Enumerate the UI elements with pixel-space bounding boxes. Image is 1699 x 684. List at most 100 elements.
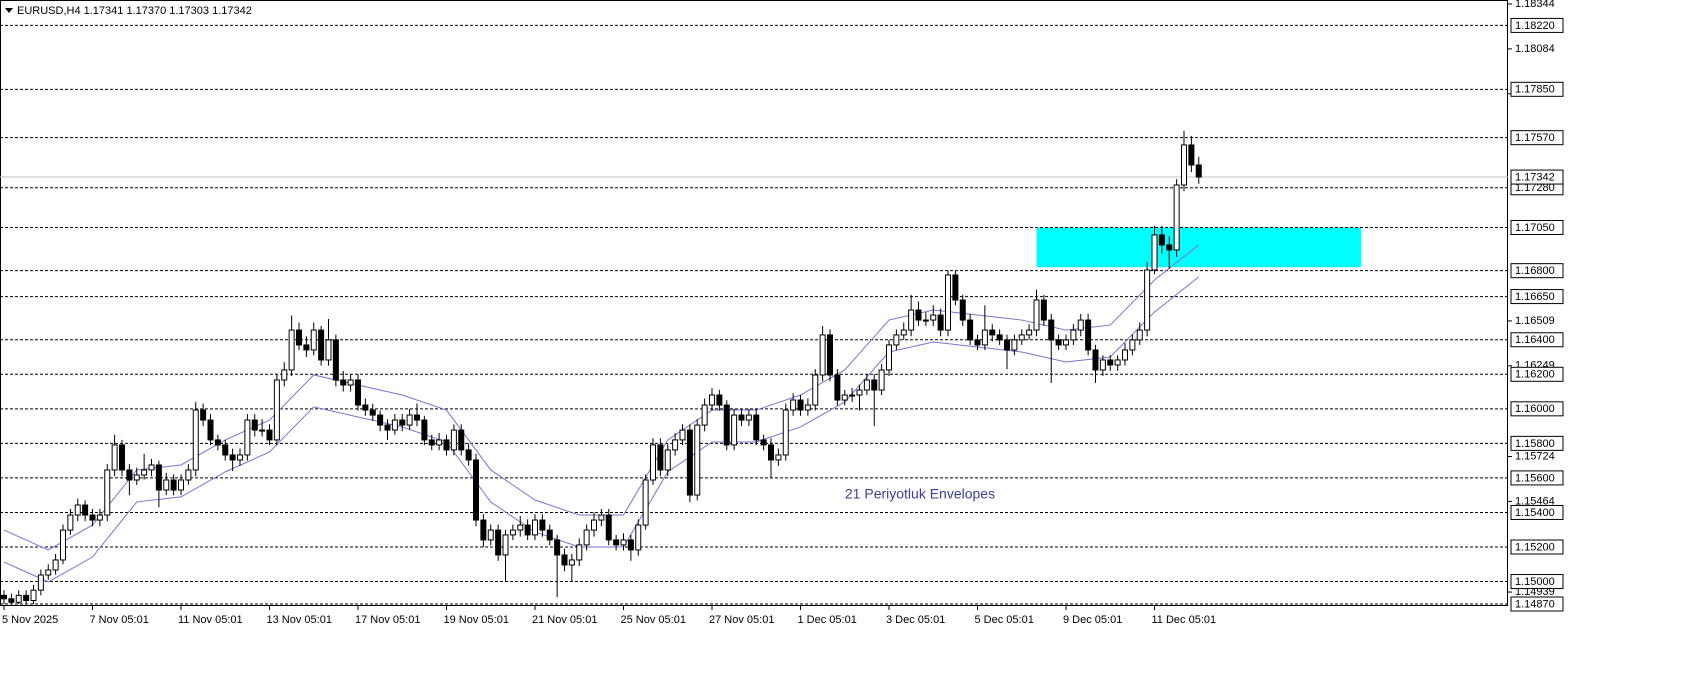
level-box — [1510, 332, 1564, 348]
candle-body — [399, 419, 406, 426]
candle-body — [347, 379, 354, 386]
candle-body — [775, 454, 782, 461]
candle-body — [1158, 234, 1165, 246]
candle-body — [694, 424, 701, 496]
x-tick-label: 1 Dec 05:01 — [798, 614, 857, 626]
candle-body — [436, 439, 443, 446]
candle-body — [561, 554, 568, 566]
y-tick-label: 1.18344 — [1515, 0, 1555, 10]
level-label: 1.15400 — [1515, 507, 1555, 519]
candle-body — [52, 559, 59, 571]
candle-body — [1136, 329, 1143, 341]
candle-body — [745, 414, 752, 421]
level-box — [1510, 81, 1564, 97]
level-box — [1510, 596, 1564, 612]
level-label: 1.16000 — [1515, 403, 1555, 415]
candle-body — [1063, 339, 1069, 346]
candle-body — [827, 334, 833, 376]
level-box — [1510, 470, 1564, 486]
level-box — [1510, 366, 1564, 382]
candle-body — [989, 329, 996, 336]
candle-body — [406, 414, 413, 426]
level-label: 1.16650 — [1515, 291, 1555, 303]
candle-body — [583, 529, 590, 546]
candle-body — [797, 399, 804, 411]
candle-body — [45, 569, 52, 576]
candle-body — [200, 409, 207, 421]
level-label: 1.17050 — [1515, 222, 1555, 234]
level-label: 1.18220 — [1515, 20, 1555, 32]
candle-body — [1151, 234, 1158, 271]
candle-body — [996, 334, 1003, 341]
level-box — [1510, 263, 1564, 279]
candle-body — [1077, 319, 1084, 331]
candle-body — [458, 429, 465, 451]
candle-body — [480, 519, 487, 541]
y-tick-label: 1.15724 — [1515, 450, 1555, 462]
zone — [1036, 227, 1361, 268]
candle-body — [878, 369, 885, 391]
candle-body — [325, 339, 332, 361]
level-label: 1.17850 — [1515, 84, 1555, 96]
current-price-label: 1.17342 — [1515, 171, 1555, 183]
candle-body — [760, 439, 767, 446]
x-tick-label: 13 Nov 05:01 — [267, 614, 332, 626]
candle-body — [679, 429, 686, 441]
candle-body — [981, 329, 988, 346]
x-tick-label: 9 Dec 05:01 — [1063, 614, 1122, 626]
y-tick-label: 1.16509 — [1515, 315, 1555, 327]
candle-body — [155, 464, 162, 491]
candle-body — [886, 344, 892, 371]
level-box — [1510, 504, 1564, 520]
candle-body — [1166, 244, 1173, 251]
candle-body — [421, 419, 428, 441]
candle-body — [229, 454, 236, 461]
candle-body — [709, 394, 715, 406]
candle-body — [841, 394, 848, 401]
x-tick-label: 27 Nov 05:01 — [709, 614, 774, 626]
candle-body — [163, 479, 170, 491]
candle-body — [414, 414, 420, 421]
candle-body — [546, 529, 553, 541]
candle-body — [340, 379, 347, 386]
candle-body — [591, 519, 597, 531]
candle-body — [1181, 144, 1187, 186]
candle-body — [391, 419, 398, 431]
menu-arrow[interactable] — [5, 8, 13, 13]
candle-body — [627, 539, 634, 551]
x-tick-label: 17 Nov 05:01 — [355, 614, 420, 626]
candle-body — [664, 449, 671, 471]
candle-body — [620, 539, 627, 546]
candle-body — [1122, 349, 1128, 361]
candle-body — [893, 334, 900, 346]
candle-body — [871, 379, 878, 391]
candle-body — [576, 544, 583, 561]
candle-body — [15, 594, 22, 603]
candle-body — [8, 598, 15, 603]
candle-body — [952, 274, 959, 301]
candle-body — [922, 319, 929, 322]
candle-body — [856, 389, 863, 396]
candle-body — [1173, 184, 1180, 251]
candle-body — [959, 299, 966, 321]
candle-body — [1114, 359, 1121, 366]
candle-body — [443, 439, 450, 451]
candle-body — [517, 524, 524, 531]
candle-body — [974, 339, 981, 346]
candle-body — [642, 479, 649, 526]
candle-body — [178, 479, 184, 491]
y-tick-label: 1.15464 — [1515, 495, 1555, 507]
level-box — [1510, 574, 1564, 590]
candle-body — [259, 429, 266, 432]
y-tick-label: 1.18084 — [1515, 43, 1555, 55]
candle-body — [1026, 329, 1033, 336]
candle-body — [554, 539, 561, 556]
x-tick-label: 5 Nov 2025 — [2, 614, 58, 626]
candle-body — [804, 404, 811, 411]
candle-body — [568, 559, 575, 566]
candle-body — [716, 394, 723, 406]
candle-body — [539, 519, 546, 531]
candle-body — [244, 419, 251, 456]
candle-body — [1195, 164, 1202, 178]
candle-body — [1033, 299, 1040, 331]
